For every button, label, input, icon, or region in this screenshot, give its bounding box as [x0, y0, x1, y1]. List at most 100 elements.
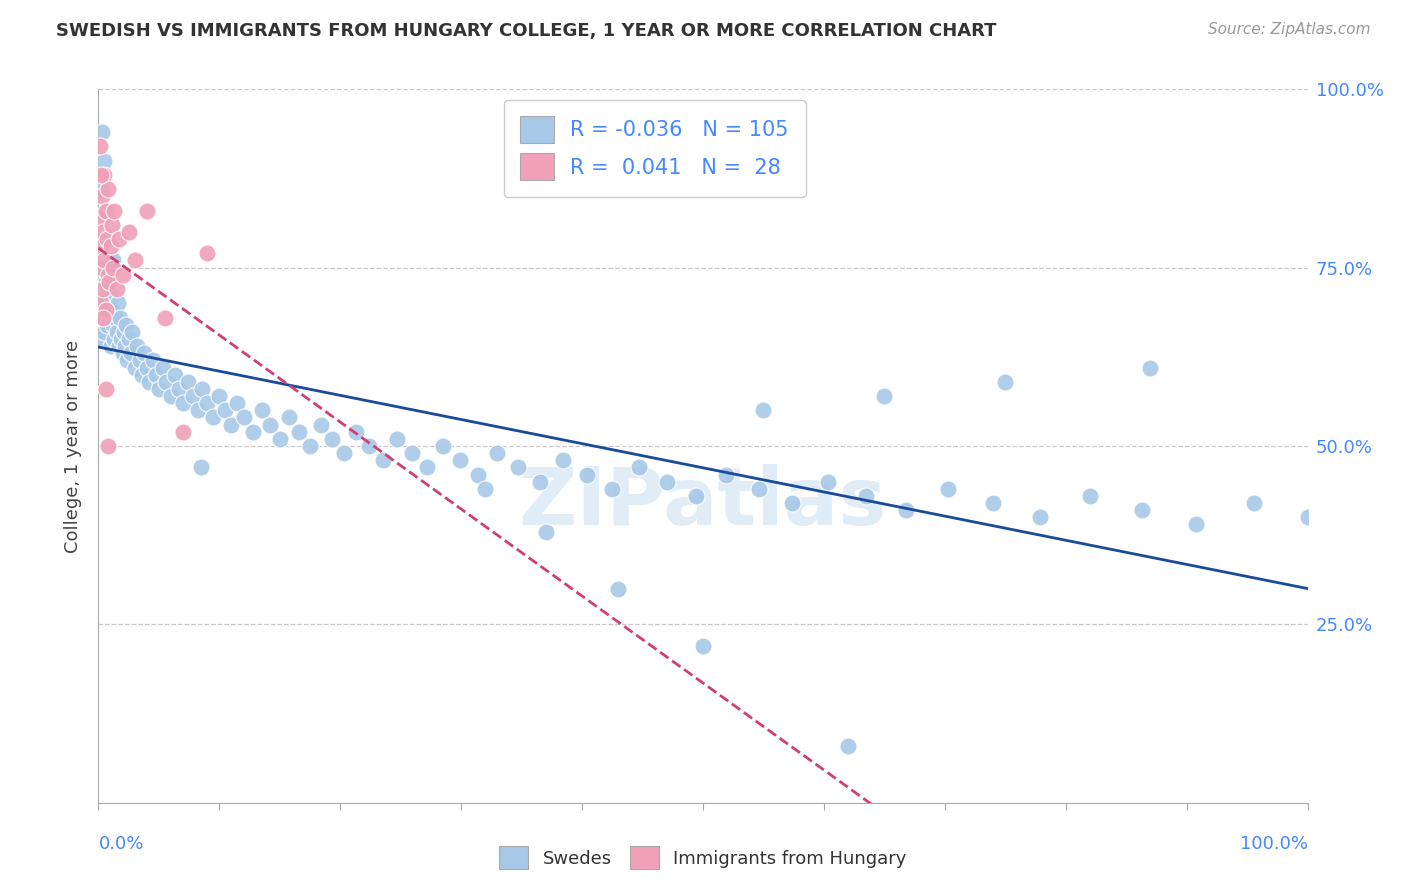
Point	[333, 446, 356, 460]
Point	[221, 417, 243, 432]
Point	[105, 325, 128, 339]
Point	[91, 125, 114, 139]
Point	[232, 410, 254, 425]
Point	[1078, 489, 1101, 503]
Point	[101, 253, 124, 268]
Point	[187, 403, 209, 417]
Point	[1029, 510, 1052, 524]
Point	[108, 339, 131, 353]
Point	[416, 460, 439, 475]
Point	[111, 346, 134, 360]
Point	[190, 460, 212, 475]
Point	[714, 467, 737, 482]
Point	[91, 260, 114, 275]
Y-axis label: College, 1 year or more: College, 1 year or more	[65, 340, 83, 552]
Point	[575, 467, 598, 482]
Point	[91, 225, 114, 239]
Point	[607, 582, 630, 596]
Point	[1139, 360, 1161, 375]
Legend: Swedes, Immigrants from Hungary: Swedes, Immigrants from Hungary	[491, 838, 915, 879]
Point	[359, 439, 381, 453]
Point	[96, 296, 118, 310]
Point	[142, 353, 165, 368]
Point	[94, 203, 117, 218]
Point	[467, 467, 489, 482]
Point	[299, 439, 322, 453]
Point	[172, 396, 194, 410]
Point	[817, 475, 839, 489]
Point	[169, 382, 191, 396]
Point	[602, 482, 624, 496]
Point	[98, 275, 121, 289]
Point	[127, 339, 149, 353]
Point	[138, 375, 160, 389]
Legend: R = -0.036   N = 105, R =  0.041   N =  28: R = -0.036 N = 105, R = 0.041 N = 28	[503, 100, 806, 197]
Point	[94, 275, 117, 289]
Point	[148, 382, 170, 396]
Point	[551, 453, 574, 467]
Point	[278, 410, 301, 425]
Point	[837, 739, 859, 753]
Point	[994, 375, 1017, 389]
Point	[214, 403, 236, 417]
Point	[226, 396, 249, 410]
Point	[91, 296, 114, 310]
Point	[1185, 517, 1208, 532]
Point	[782, 496, 804, 510]
Point	[135, 203, 157, 218]
Point	[93, 253, 115, 268]
Point	[97, 268, 120, 282]
Point	[202, 410, 225, 425]
Point	[655, 475, 678, 489]
Point	[108, 310, 131, 325]
Point	[104, 310, 127, 325]
Point	[90, 296, 112, 310]
Point	[114, 339, 136, 353]
Point	[128, 353, 150, 368]
Point	[534, 524, 557, 539]
Point	[96, 232, 118, 246]
Point	[115, 318, 138, 332]
Point	[938, 482, 960, 496]
Point	[91, 282, 114, 296]
Point	[134, 346, 156, 360]
Point	[250, 403, 273, 417]
Point	[191, 382, 214, 396]
Point	[748, 482, 770, 496]
Point	[124, 360, 146, 375]
Point	[89, 139, 111, 153]
Point	[112, 325, 135, 339]
Point	[181, 389, 204, 403]
Text: ZIPatlas: ZIPatlas	[519, 464, 887, 542]
Point	[100, 289, 122, 303]
Point	[93, 325, 115, 339]
Point	[685, 489, 707, 503]
Point	[91, 268, 114, 282]
Point	[269, 432, 291, 446]
Point	[506, 460, 529, 475]
Point	[160, 389, 183, 403]
Point	[100, 239, 122, 253]
Point	[1130, 503, 1153, 517]
Point	[97, 439, 120, 453]
Point	[1296, 510, 1319, 524]
Point	[101, 260, 124, 275]
Point	[91, 332, 114, 346]
Text: Source: ZipAtlas.com: Source: ZipAtlas.com	[1208, 22, 1371, 37]
Point	[152, 360, 174, 375]
Point	[195, 246, 218, 260]
Point	[94, 303, 117, 318]
Point	[103, 332, 125, 346]
Point	[172, 425, 194, 439]
Point	[94, 303, 117, 318]
Point	[103, 203, 125, 218]
Point	[90, 211, 112, 225]
Point	[177, 375, 200, 389]
Point	[288, 425, 311, 439]
Text: 100.0%: 100.0%	[1240, 835, 1308, 853]
Text: 0.0%: 0.0%	[98, 835, 143, 853]
Point	[110, 332, 132, 346]
Point	[124, 253, 146, 268]
Point	[155, 375, 177, 389]
Point	[321, 432, 343, 446]
